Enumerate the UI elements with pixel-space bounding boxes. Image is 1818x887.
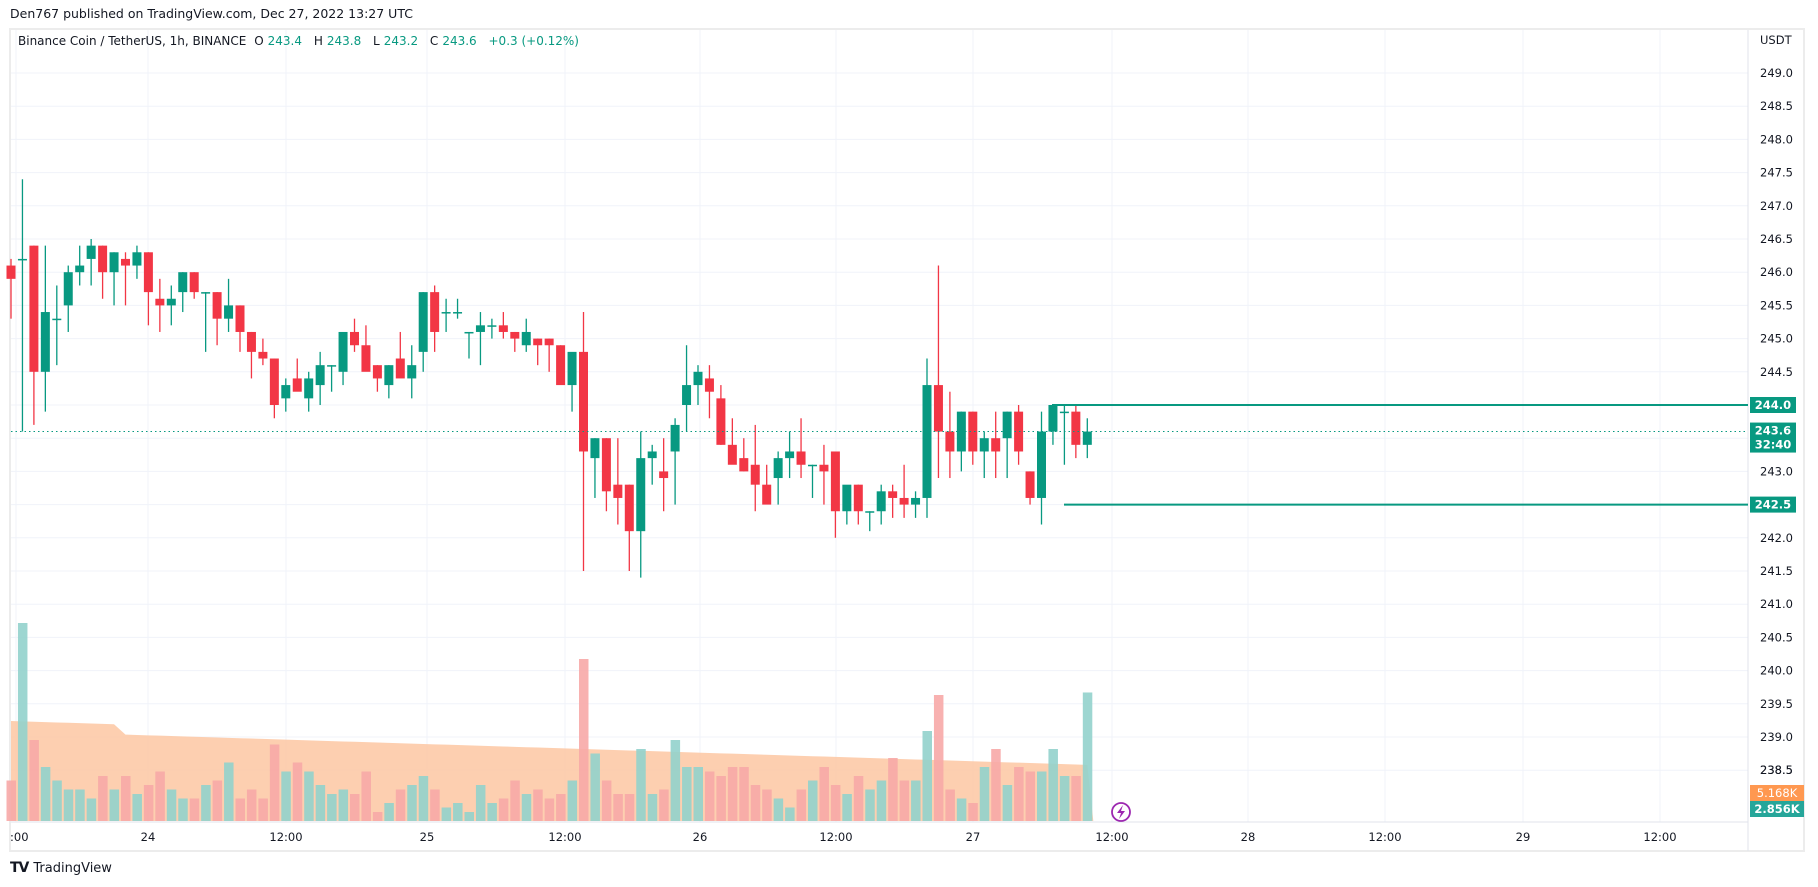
price-tick: 243.0 bbox=[1760, 464, 1793, 478]
price-tick: 246.5 bbox=[1760, 232, 1793, 246]
svg-text:32:40: 32:40 bbox=[1755, 438, 1792, 452]
support-price-tag: 242.5 bbox=[1750, 496, 1796, 513]
price-tick: 239.5 bbox=[1760, 697, 1793, 711]
time-tick: 26 bbox=[693, 830, 708, 844]
price-tick: 246.0 bbox=[1760, 265, 1793, 279]
time-tick: 12:00 bbox=[269, 830, 302, 844]
time-tick: 27 bbox=[966, 830, 981, 844]
brand-name: TradingView bbox=[33, 860, 112, 876]
time-tick: 12:00 bbox=[1095, 830, 1128, 844]
svg-text:242.5: 242.5 bbox=[1755, 498, 1791, 512]
time-axis[interactable]: :00 24 12:00 25 12:00 26 12:00 27 12:00 28 12:00 29… bbox=[10, 830, 1677, 844]
volume-ma-tag: 5.168K bbox=[1750, 785, 1804, 801]
symbol-legend: Binance Coin / TetherUS, 1h, BINANCE O 24… bbox=[18, 34, 583, 48]
price-tick: 248.0 bbox=[1760, 132, 1793, 146]
time-tick: 12:00 bbox=[819, 830, 852, 844]
currency-label: USDT bbox=[1760, 33, 1793, 47]
volume-tag: 2.856K bbox=[1750, 801, 1804, 817]
price-tick: 242.0 bbox=[1760, 531, 1793, 545]
svg-text:2.856K: 2.856K bbox=[1754, 802, 1800, 816]
low-value: L 243.2 bbox=[373, 34, 419, 48]
time-tick: :00 bbox=[10, 830, 29, 844]
price-tick: 248.5 bbox=[1760, 99, 1793, 113]
svg-text:5.168K: 5.168K bbox=[1757, 786, 1798, 800]
price-tick: 241.0 bbox=[1760, 597, 1793, 611]
time-tick: 12:00 bbox=[1643, 830, 1676, 844]
tradingview-logo-icon: TV bbox=[10, 860, 29, 876]
price-tick: 245.0 bbox=[1760, 332, 1793, 346]
price-tick: 238.5 bbox=[1760, 763, 1793, 777]
time-tick: 24 bbox=[141, 830, 156, 844]
time-tick: 28 bbox=[1241, 830, 1256, 844]
volume-bars bbox=[6, 623, 1094, 821]
price-tick: 247.5 bbox=[1760, 166, 1793, 180]
last-price-tag: 243.632:40 bbox=[1750, 422, 1796, 453]
close-value: C 243.6 bbox=[429, 34, 477, 48]
price-tick: 249.0 bbox=[1760, 66, 1793, 80]
lightning-icon[interactable] bbox=[1111, 802, 1131, 822]
grid bbox=[11, 30, 1748, 822]
svg-text:243.6: 243.6 bbox=[1755, 424, 1791, 438]
svg-text:244.0: 244.0 bbox=[1755, 398, 1791, 412]
price-tick: 239.0 bbox=[1760, 730, 1793, 744]
time-tick: 12:00 bbox=[1368, 830, 1401, 844]
time-tick: 29 bbox=[1516, 830, 1531, 844]
price-tick: 238.5 bbox=[1760, 763, 1793, 777]
open-value: O 243.4 bbox=[254, 34, 302, 48]
price-tick: 240.5 bbox=[1760, 630, 1793, 644]
time-tick: 25 bbox=[420, 830, 435, 844]
price-tick: 245.5 bbox=[1760, 298, 1793, 312]
published-caption: Den767 published on TradingView.com, Dec… bbox=[10, 6, 413, 21]
price-tick: 241.5 bbox=[1760, 564, 1793, 578]
symbol-title: Binance Coin / TetherUS, 1h, BINANCE bbox=[18, 34, 247, 48]
price-tick: 247.0 bbox=[1760, 199, 1793, 213]
time-tick: 12:00 bbox=[548, 830, 581, 844]
high-value: H 243.8 bbox=[313, 34, 362, 48]
resistance-price-tag: 244.0 bbox=[1750, 397, 1796, 413]
price-axis[interactable]: USDT 249.0 248.5 248.0 247.5 247.0 246.5 246.0 2… bbox=[1760, 33, 1793, 777]
price-tick: 240.0 bbox=[1760, 664, 1793, 678]
footer-brand[interactable]: TV TradingView bbox=[10, 860, 112, 876]
change-value: +0.3 (+0.12%) bbox=[488, 34, 580, 48]
chart-frame bbox=[9, 28, 1805, 852]
price-tick: 244.5 bbox=[1760, 365, 1793, 379]
